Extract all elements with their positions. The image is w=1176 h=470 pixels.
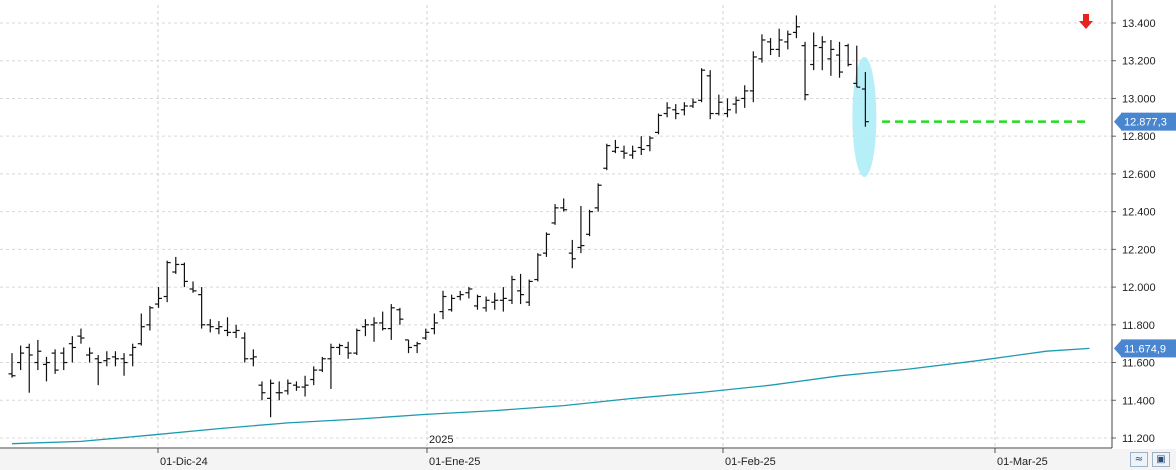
moving-average-line xyxy=(11,347,1090,445)
grid-layer xyxy=(0,5,1176,470)
x-tick-label: 01-Ene-25 xyxy=(429,456,480,468)
y-tick-label: 11.600 xyxy=(1122,358,1155,370)
y-tick-label: 11.200 xyxy=(1122,433,1155,445)
price-bars-layer xyxy=(8,15,869,418)
price-badge-pointer xyxy=(1114,113,1121,130)
year-label: 2025 xyxy=(429,434,453,446)
zoom-icon[interactable]: ≈ xyxy=(1130,452,1148,467)
y-tick-label: 12.000 xyxy=(1122,282,1156,294)
overlay-layer xyxy=(882,14,1093,123)
down-arrow-icon xyxy=(1079,14,1093,29)
y-tick-label: 13.000 xyxy=(1122,93,1156,105)
x-tick-label: 01-Feb-25 xyxy=(725,456,776,468)
y-tick-label: 12.600 xyxy=(1122,169,1156,181)
save-icon[interactable]: ▣ xyxy=(1152,452,1170,467)
y-tick-label: 12.800 xyxy=(1122,131,1156,143)
ma-badge-pointer xyxy=(1114,340,1121,357)
y-tick-label: 11.800 xyxy=(1122,320,1155,332)
x-tick-label: 01-Dic-24 xyxy=(160,456,208,468)
ma-badge xyxy=(1121,339,1176,358)
x-tick-label: 01-Mar-25 xyxy=(997,456,1048,468)
y-tick-label: 11.400 xyxy=(1122,395,1155,407)
price-badge-label: 12.877,3 xyxy=(1124,117,1167,129)
highlight-layer xyxy=(852,57,877,177)
moving-average-layer xyxy=(11,347,1090,445)
price-badge xyxy=(1121,112,1176,131)
y-tick-label: 12.200 xyxy=(1122,244,1156,256)
highlight-ellipse xyxy=(852,57,877,177)
ma-badge-label: 11.674,9 xyxy=(1124,343,1166,355)
x-axis-background xyxy=(0,449,1176,470)
y-tick-label: 12.400 xyxy=(1122,207,1156,219)
y-tick-label: 13.400 xyxy=(1122,18,1156,30)
y-tick-label: 13.200 xyxy=(1122,56,1156,68)
